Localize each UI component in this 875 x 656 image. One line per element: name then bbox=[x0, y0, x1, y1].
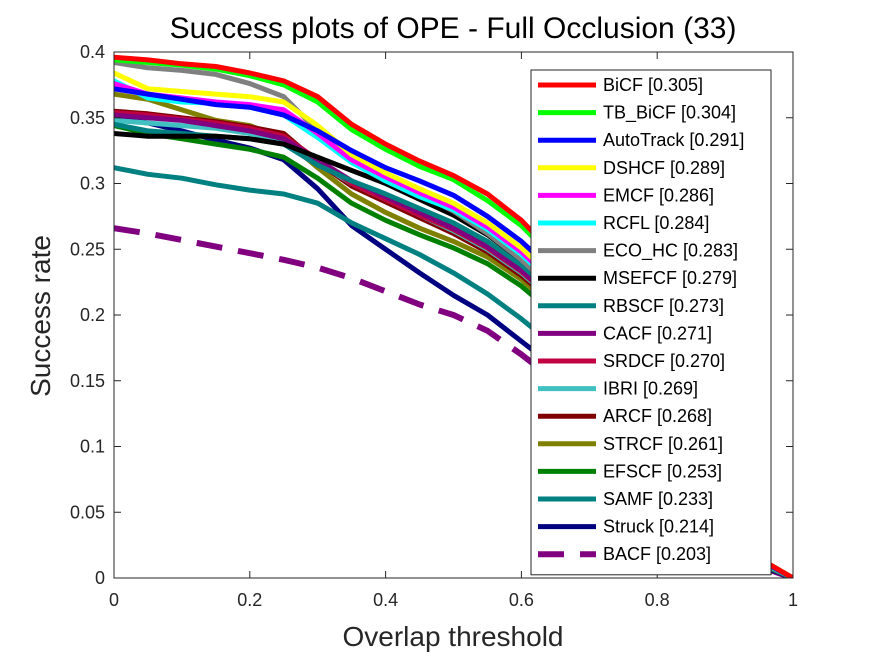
y-tick-label: 0.4 bbox=[80, 42, 105, 62]
y-tick-label: 0.25 bbox=[70, 239, 105, 259]
legend-entry-label: ARCF [0.268] bbox=[603, 406, 712, 426]
legend-entry-label: RBSCF [0.273] bbox=[603, 296, 724, 316]
legend-entry-label: RCFL [0.284] bbox=[603, 213, 709, 233]
legend-entry-label: DSHCF [0.289] bbox=[603, 158, 725, 178]
legend-entry-label: CACF [0.271] bbox=[603, 323, 712, 343]
x-axis-title: Overlap threshold bbox=[342, 621, 563, 652]
y-tick-label: 0 bbox=[95, 568, 105, 588]
legend-entry-label: ECO_HC [0.283] bbox=[603, 241, 738, 262]
axes: 0 0.2 0.4 0.6 0.8 1 0 0.05 0.1 0.15 0.2 0.25 0.3 0.35… bbox=[70, 42, 798, 610]
legend-box bbox=[530, 69, 772, 576]
legend-entry-label: BiCF [0.305] bbox=[603, 75, 703, 95]
legend-entry-label: AutoTrack [0.291] bbox=[603, 130, 744, 150]
legend-entry-label: STRCF [0.261] bbox=[603, 434, 723, 454]
y-tick-label: 0.2 bbox=[80, 305, 105, 325]
legend-entry-label: MSEFCF [0.279] bbox=[603, 268, 737, 288]
legend-entry-label: IBRI [0.269] bbox=[603, 379, 698, 399]
legend-entry-label: Struck [0.214] bbox=[603, 517, 714, 537]
x-tick-label: 0 bbox=[109, 590, 119, 610]
legend: BiCF [0.305] TB_BiCF [0.304] AutoTrack [0.… bbox=[530, 69, 772, 576]
legend-entry-label: SAMF [0.233] bbox=[603, 489, 713, 509]
y-tick-label: 0.3 bbox=[80, 174, 105, 194]
chart-title: Success plots of OPE - Full Occlusion (3… bbox=[170, 12, 737, 45]
y-axis-title: Success rate bbox=[25, 235, 56, 397]
legend-entry-label: SRDCF [0.270] bbox=[603, 351, 725, 371]
x-tick-label: 0.8 bbox=[645, 590, 670, 610]
y-tick-label: 0.35 bbox=[70, 108, 105, 128]
x-tick-label: 0.4 bbox=[373, 590, 398, 610]
legend-entry-label: EMCF [0.286] bbox=[603, 185, 714, 205]
y-tick-label: 0.15 bbox=[70, 371, 105, 391]
legend-entry-label: BACF [0.203] bbox=[603, 544, 711, 564]
x-tick-label: 0.6 bbox=[509, 590, 534, 610]
x-tick-label: 1 bbox=[788, 590, 798, 610]
legend-entry-label: TB_BiCF [0.304] bbox=[603, 103, 736, 124]
x-tick-label: 0.2 bbox=[237, 590, 262, 610]
y-tick-label: 0.1 bbox=[80, 437, 105, 457]
legend-entry-label: EFSCF [0.253] bbox=[603, 461, 722, 481]
y-tick-label: 0.05 bbox=[70, 502, 105, 522]
